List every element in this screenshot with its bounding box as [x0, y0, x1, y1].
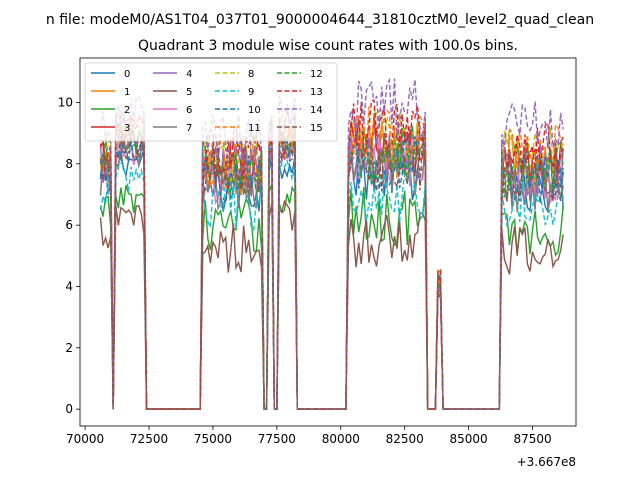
x-tick-label: 85000 — [450, 432, 488, 446]
legend-label-11: 11 — [248, 123, 261, 134]
legend-label-1: 1 — [124, 87, 130, 98]
series-lines — [99, 77, 564, 410]
y-tick-label: 0 — [65, 402, 73, 416]
legend-label-12: 12 — [310, 69, 323, 80]
legend-label-5: 5 — [186, 87, 192, 98]
x-tick-label: 72500 — [130, 432, 168, 446]
legend-label-10: 10 — [248, 105, 261, 116]
legend-label-9: 9 — [248, 87, 254, 98]
y-tick-label: 8 — [65, 157, 73, 171]
x-tick-label: 77500 — [258, 432, 296, 446]
legend-label-13: 13 — [310, 87, 323, 98]
y-tick-label: 10 — [58, 95, 73, 109]
legend-label-4: 4 — [186, 69, 192, 80]
x-tick-label: 82500 — [386, 432, 424, 446]
chart-title: Quadrant 3 module wise count rates with … — [138, 38, 518, 54]
legend-label-8: 8 — [248, 69, 254, 80]
x-tick-label: 80000 — [322, 432, 360, 446]
legend-frame — [84, 62, 338, 142]
y-axis: 0 2 4 6 8 10 — [58, 95, 80, 416]
legend-label-15: 15 — [310, 123, 323, 134]
legend-label-7: 7 — [186, 123, 192, 134]
legend-label-6: 6 — [186, 105, 192, 116]
x-tick-label: 87500 — [513, 432, 551, 446]
y-tick-label: 6 — [65, 218, 73, 232]
y-tick-label: 2 — [65, 341, 73, 355]
figure-suptitle: n file: modeM0/AS1T04_037T01_9000004644_… — [46, 12, 594, 28]
x-axis: 70000 72500 75000 77500 80000 82500 85000 87500 — [66, 426, 552, 446]
legend-label-14: 14 — [310, 105, 323, 116]
x-tick-label: 70000 — [66, 432, 104, 446]
x-tick-label: 75000 — [194, 432, 232, 446]
series-line-15 — [99, 130, 564, 410]
legend-label-2: 2 — [124, 105, 130, 116]
legend-label-0: 0 — [124, 69, 130, 80]
x-offset-label: +3.667e8 — [517, 455, 576, 469]
y-tick-label: 4 — [65, 279, 73, 293]
plot-frame — [79, 57, 577, 427]
legend-label-3: 3 — [124, 123, 130, 134]
